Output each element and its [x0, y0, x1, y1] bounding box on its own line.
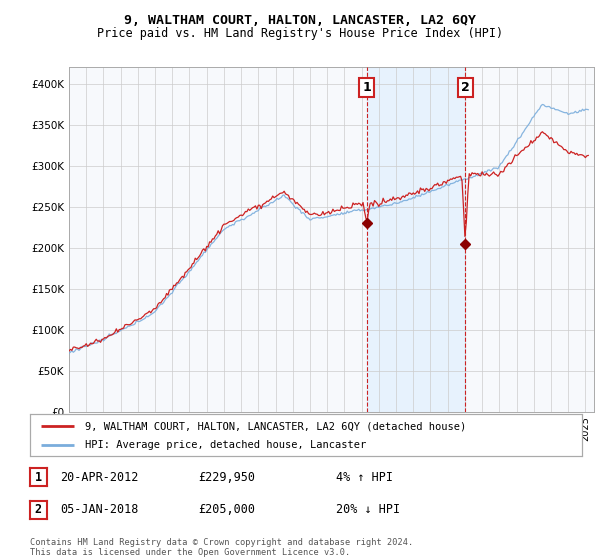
Text: 20% ↓ HPI: 20% ↓ HPI [336, 503, 400, 516]
Text: 1: 1 [35, 470, 42, 484]
Text: £205,000: £205,000 [198, 503, 255, 516]
Text: 2: 2 [461, 81, 470, 94]
Text: 05-JAN-2018: 05-JAN-2018 [60, 503, 139, 516]
Text: 9, WALTHAM COURT, HALTON, LANCASTER, LA2 6QY: 9, WALTHAM COURT, HALTON, LANCASTER, LA2… [124, 14, 476, 27]
Text: 2: 2 [35, 503, 42, 516]
Text: £229,950: £229,950 [198, 470, 255, 484]
Text: HPI: Average price, detached house, Lancaster: HPI: Average price, detached house, Lanc… [85, 440, 367, 450]
Text: Contains HM Land Registry data © Crown copyright and database right 2024.
This d: Contains HM Land Registry data © Crown c… [30, 538, 413, 557]
Text: 4% ↑ HPI: 4% ↑ HPI [336, 470, 393, 484]
Text: Price paid vs. HM Land Registry's House Price Index (HPI): Price paid vs. HM Land Registry's House … [97, 27, 503, 40]
Bar [367, 67, 465, 412]
Text: 9, WALTHAM COURT, HALTON, LANCASTER, LA2 6QY (detached house): 9, WALTHAM COURT, HALTON, LANCASTER, LA2… [85, 421, 466, 431]
Text: 20-APR-2012: 20-APR-2012 [60, 470, 139, 484]
Text: 1: 1 [362, 81, 371, 94]
